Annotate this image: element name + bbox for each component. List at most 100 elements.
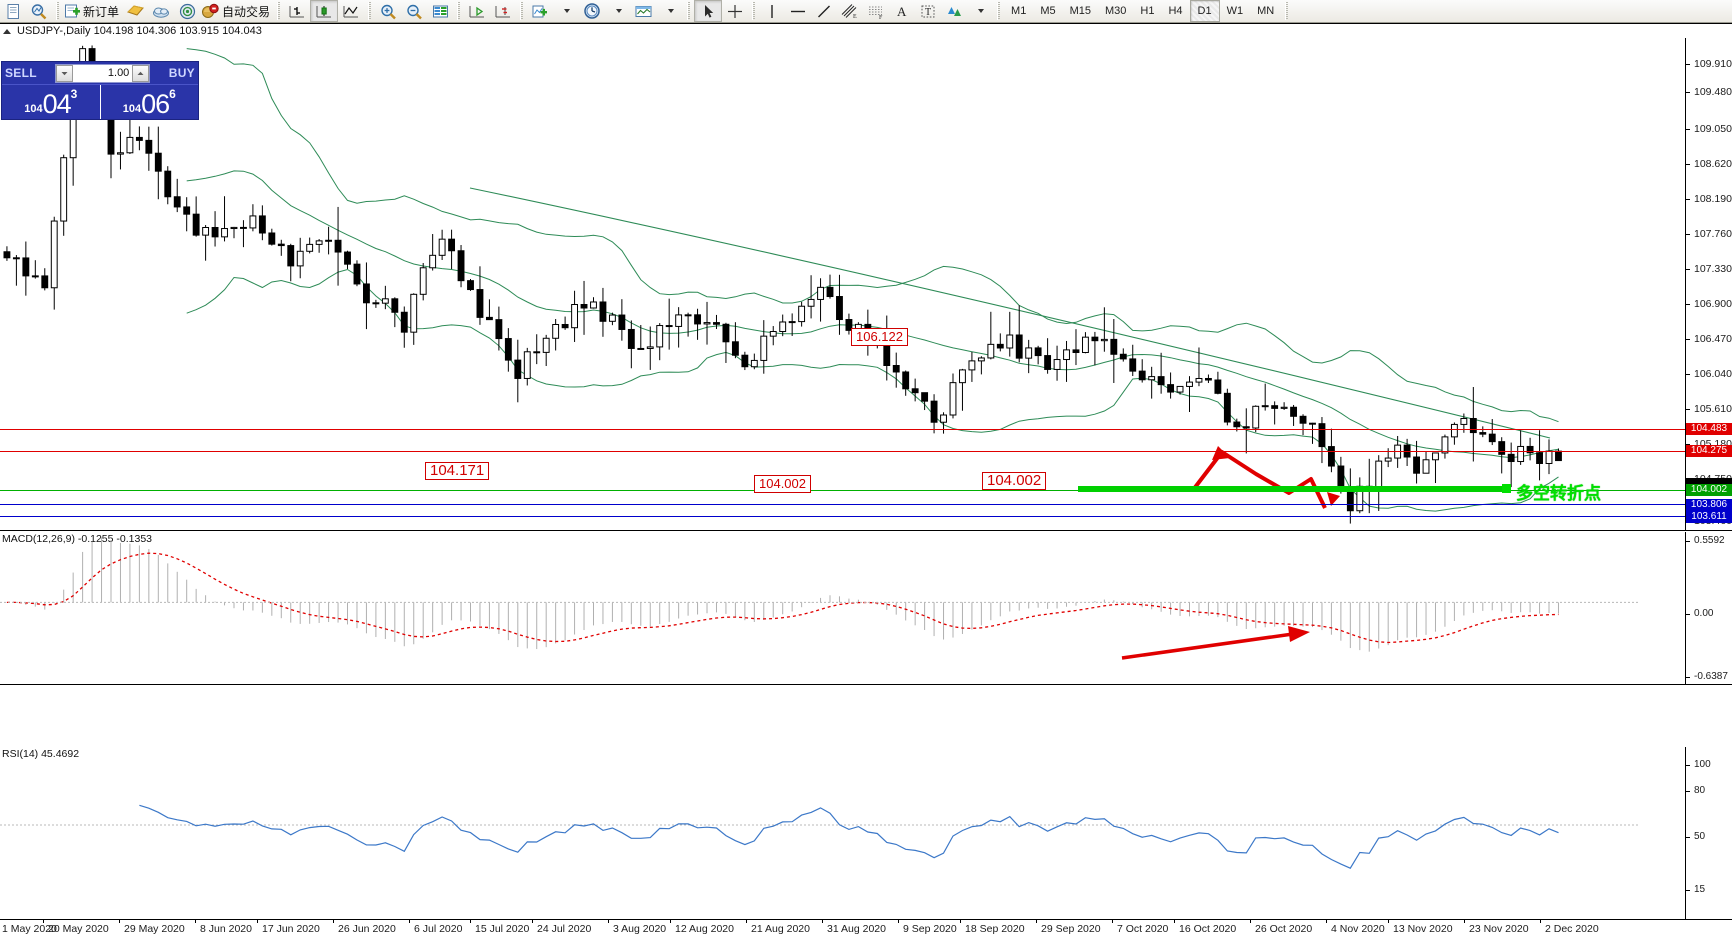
rsi-pane[interactable]: RSI(14) 45.4692 100 80 50 15 xyxy=(0,747,1732,919)
annotation-106-122[interactable]: 106.122 xyxy=(851,328,908,346)
support-zone-highlight[interactable] xyxy=(1078,486,1508,492)
price-tick-0: 109.910 xyxy=(1686,58,1732,70)
volume-increment-button[interactable] xyxy=(132,64,150,82)
zoom-out-icon[interactable] xyxy=(401,1,427,21)
crosshair-tool-icon[interactable] xyxy=(722,1,748,21)
volume-stepper[interactable]: 1.00 xyxy=(55,63,151,83)
date-tick-8: 24 Jul 2020 xyxy=(531,919,592,935)
arrows-tool-icon[interactable] xyxy=(941,1,967,21)
auto-trading-button[interactable]: 自动交易 xyxy=(200,1,273,21)
horizontal-line-tool-icon[interactable] xyxy=(785,1,811,21)
line-chart-icon[interactable] xyxy=(338,1,364,21)
timeframe-h1[interactable]: H1 xyxy=(1140,5,1155,17)
date-tick-13: 9 Sep 2020 xyxy=(898,919,957,935)
text-tool-icon[interactable]: A xyxy=(889,1,915,21)
octp-top-row: SELL 1.00 BUY xyxy=(2,62,198,84)
buy-label: BUY xyxy=(168,66,195,80)
macd-scale-divider xyxy=(1685,532,1686,684)
macd-pane[interactable]: MACD(12,26,9) -0.1255 -0.1353 0.5592 0.0… xyxy=(0,532,1732,684)
level-line-104-483[interactable] xyxy=(0,429,1685,430)
timeframe-mn[interactable]: MN xyxy=(1257,5,1275,17)
date-scale[interactable]: 1 May 2020 20 May 2020 29 May 2020 8 Jun… xyxy=(0,919,1732,940)
date-tick-0: 1 May 2020 xyxy=(2,923,57,935)
text-label-tool-icon[interactable]: T xyxy=(915,1,941,21)
volume-decrement-button[interactable] xyxy=(56,64,74,82)
date-tick-9: 3 Aug 2020 xyxy=(607,919,667,935)
trendline-tool-icon[interactable] xyxy=(811,1,837,21)
metaeditor-icon[interactable] xyxy=(122,1,148,21)
price-tick-8: 106.470 xyxy=(1686,333,1732,345)
timeframe-m30[interactable]: M30 xyxy=(1105,5,1127,17)
add-indicator-icon[interactable] xyxy=(527,1,553,21)
candlestick-chart-icon[interactable] xyxy=(310,0,339,22)
svg-text:A: A xyxy=(897,4,907,19)
date-tick-16: 7 Oct 2020 xyxy=(1111,919,1169,935)
signals-icon[interactable] xyxy=(174,1,200,21)
rsi-tick-80: 80 xyxy=(1686,785,1732,796)
period-dropdown-caret[interactable] xyxy=(605,1,631,21)
price-plot[interactable]: 106.122 104.171 104.002 104.002 103.156 … xyxy=(0,38,1685,530)
price-tick-2: 109.050 xyxy=(1686,123,1732,135)
sell-price-button[interactable]: 104 04 3 xyxy=(2,85,100,119)
annotation-104-171[interactable]: 104.171 xyxy=(425,462,490,480)
annotation-marker-square xyxy=(1502,484,1511,493)
toolbar-divider-3 xyxy=(368,2,372,20)
period-clock-icon[interactable] xyxy=(579,1,605,21)
zoom-in-icon[interactable] xyxy=(375,1,401,21)
toolbar-divider-9 xyxy=(1285,2,1289,20)
octp-quotes-row: 104 04 3 104 06 6 xyxy=(2,84,198,119)
price-tag-104-002[interactable]: 104.002 xyxy=(1686,484,1732,496)
equidistant-channel-tool-icon[interactable]: E xyxy=(837,1,863,21)
one-click-trading-panel[interactable]: SELL 1.00 BUY 104 04 3 xyxy=(1,61,199,120)
timeframe-h4[interactable]: H4 xyxy=(1168,5,1183,17)
new-chart-icon[interactable] xyxy=(0,1,26,21)
templates-dropdown-caret[interactable] xyxy=(657,1,683,21)
indicator-dropdown-caret[interactable] xyxy=(553,1,579,21)
timeframe-m5[interactable]: M5 xyxy=(1040,5,1056,17)
rsi-scale: 100 80 50 15 xyxy=(1686,747,1732,919)
annotation-104-002-left[interactable]: 104.002 xyxy=(754,475,811,493)
timeframe-w1[interactable]: W1 xyxy=(1226,5,1244,17)
collapse-triangle-icon[interactable] xyxy=(3,28,11,34)
rsi-tick-50: 50 xyxy=(1686,831,1732,842)
timeframe-d1[interactable]: D1 xyxy=(1189,0,1220,22)
date-tick-7: 15 Jul 2020 xyxy=(469,919,530,935)
auto-scroll-icon[interactable] xyxy=(464,1,490,21)
timeframe-m1[interactable]: M1 xyxy=(1011,5,1027,17)
fibonacci-tool-icon[interactable]: F xyxy=(863,1,889,21)
annotation-turning-point[interactable]: 多空转折点 xyxy=(1516,484,1601,504)
price-tag-104-275[interactable]: 104.275 xyxy=(1686,445,1732,457)
pane-divider-rsi xyxy=(0,684,1732,685)
buy-price-button[interactable]: 104 06 6 xyxy=(99,85,199,119)
timeframe-m15[interactable]: M15 xyxy=(1069,5,1091,17)
svg-text:E: E xyxy=(853,14,857,20)
annotation-104-002-right[interactable]: 104.002 xyxy=(982,472,1047,490)
new-order-button[interactable]: 新订单 xyxy=(63,1,122,21)
templates-icon[interactable] xyxy=(631,1,657,21)
chart-canvas[interactable]: USDJPY-,Daily 104.198 104.306 103.915 10… xyxy=(0,23,1732,940)
rsi-header-label: RSI(14) 45.4692 xyxy=(2,748,80,760)
price-tag-104-483[interactable]: 104.483 xyxy=(1686,423,1732,435)
cloud-icon[interactable] xyxy=(148,1,174,21)
data-window-icon[interactable] xyxy=(427,1,453,21)
price-tick-6: 107.330 xyxy=(1686,263,1732,275)
vertical-line-tool-icon[interactable] xyxy=(759,1,785,21)
level-line-103-611[interactable] xyxy=(0,516,1685,517)
price-scale[interactable]: 109.910 109.480 109.050 108.620 108.190 … xyxy=(1686,38,1732,547)
arrows-dropdown-caret[interactable] xyxy=(967,1,993,21)
level-line-104-275[interactable] xyxy=(0,451,1685,452)
rsi-series-svg xyxy=(0,804,1638,869)
volume-value[interactable]: 1.00 xyxy=(107,67,130,79)
chart-shift-icon[interactable] xyxy=(490,1,516,21)
price-tag-103-806[interactable]: 103.806 xyxy=(1686,499,1732,511)
level-line-104-002[interactable] xyxy=(0,490,1685,491)
chart-profiles-icon[interactable] xyxy=(26,1,52,21)
price-tag-103-611[interactable]: 103.611 xyxy=(1686,511,1732,523)
price-series-svg xyxy=(3,45,1562,524)
date-tick-14: 18 Sep 2020 xyxy=(960,919,1025,935)
level-line-103-806[interactable] xyxy=(0,504,1685,505)
sell-price-fraction: 3 xyxy=(70,87,78,101)
cursor-tool-icon[interactable] xyxy=(694,0,723,22)
date-tick-15: 29 Sep 2020 xyxy=(1036,919,1101,935)
bar-chart-icon[interactable] xyxy=(284,1,310,21)
